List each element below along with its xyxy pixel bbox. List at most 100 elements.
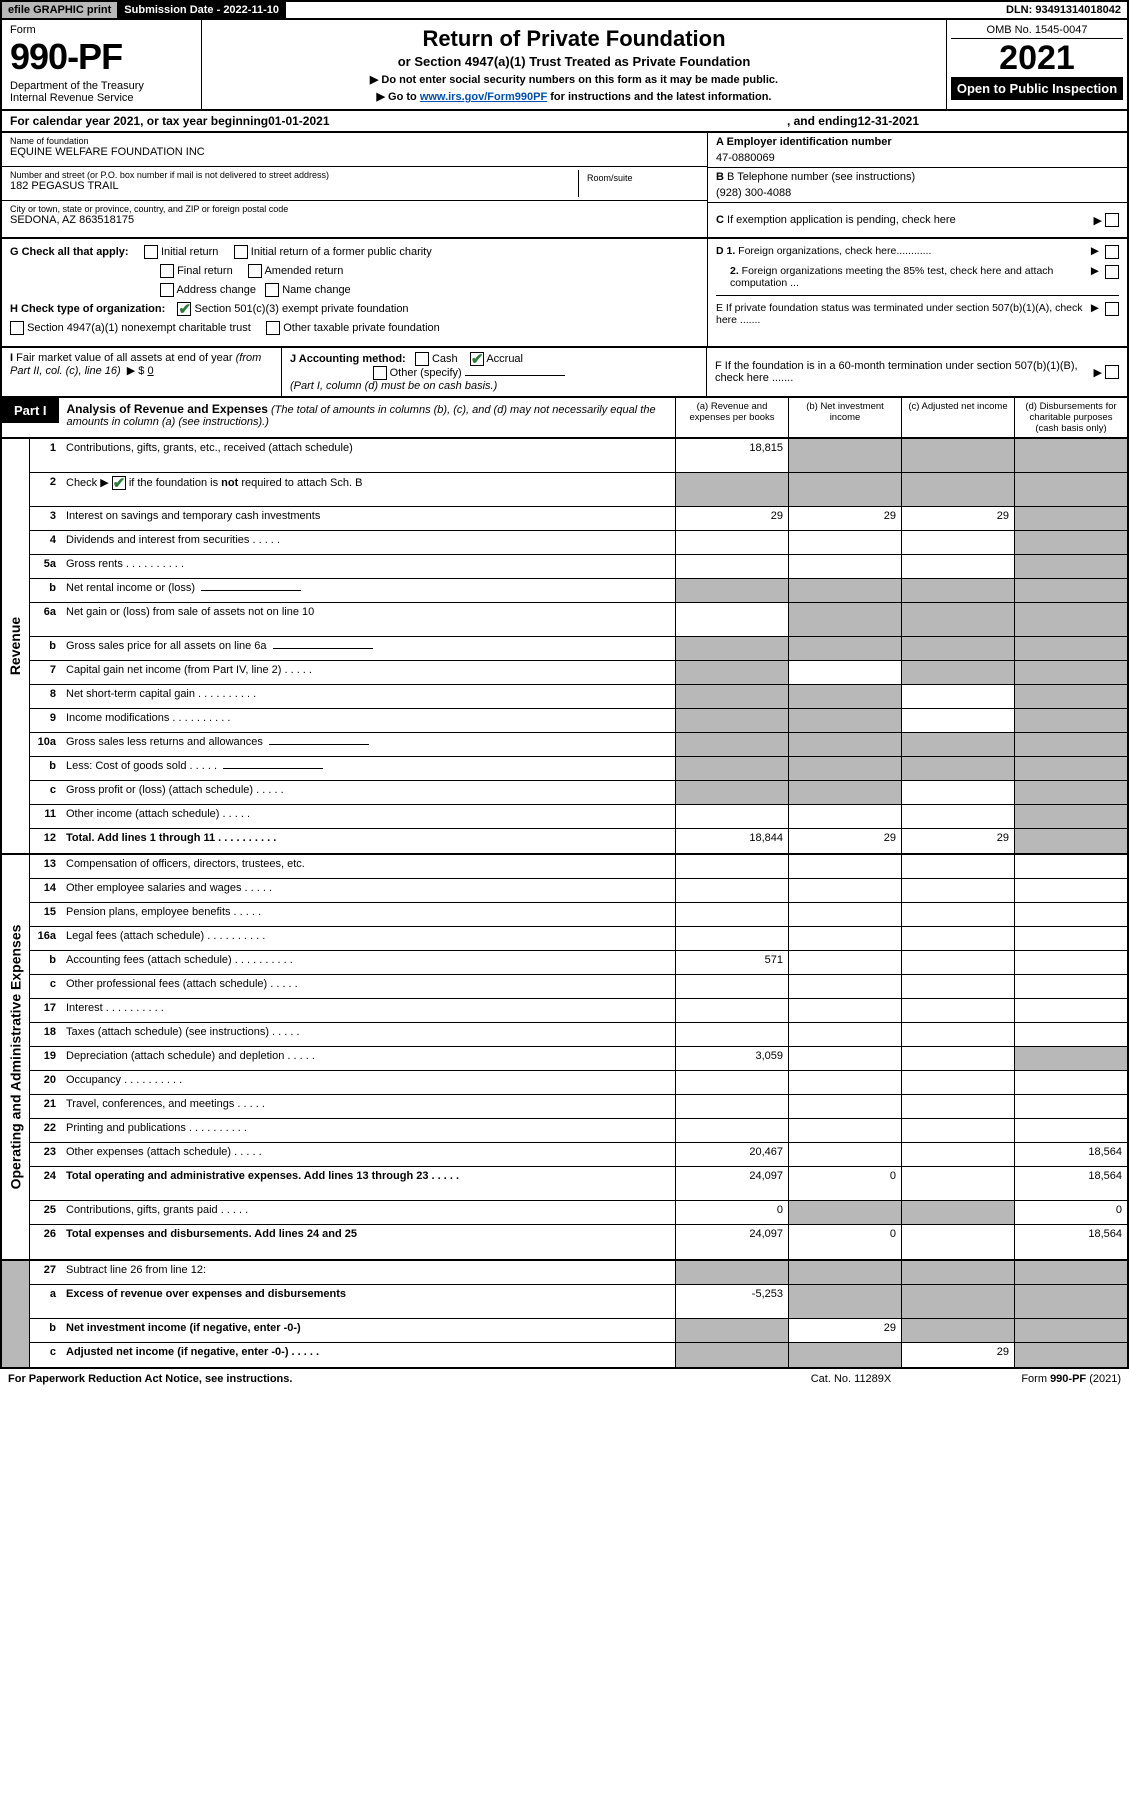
col-c-value	[901, 439, 1014, 472]
title-block: Return of Private Foundation or Section …	[202, 20, 947, 109]
line-number: 2	[30, 473, 62, 506]
4947a1-checkbox[interactable]	[10, 321, 24, 335]
line-4: 4Dividends and interest from securities …	[30, 531, 1127, 555]
part-1-tag: Part I	[2, 398, 59, 423]
line-number: 5a	[30, 555, 62, 578]
col-b-value	[788, 439, 901, 472]
col-a-value	[675, 531, 788, 554]
col-a-value	[675, 1319, 788, 1342]
line-2: 2Check ▶ if the foundation is not requir…	[30, 473, 1127, 507]
col-d-value	[1014, 1047, 1127, 1070]
room-label: Room/suite	[587, 173, 691, 183]
col-c-value: 29	[901, 507, 1014, 530]
line-number: b	[30, 579, 62, 602]
col-b-header: (b) Net investment income	[788, 398, 901, 437]
line-5a: 5aGross rents . . . . . . . . . .	[30, 555, 1127, 579]
col-a-value	[675, 1023, 788, 1046]
col-d-value	[1014, 661, 1127, 684]
col-c-value	[901, 1143, 1014, 1166]
name-label: Name of foundation	[10, 136, 699, 146]
col-b-value	[788, 781, 901, 804]
col-c-value	[901, 1319, 1014, 1342]
col-b-value: 29	[788, 507, 901, 530]
efile-print-button[interactable]: efile GRAPHIC print	[2, 2, 118, 18]
col-c-value	[901, 531, 1014, 554]
initial-former-checkbox[interactable]	[234, 245, 248, 259]
line-c: cAdjusted net income (if negative, enter…	[30, 1343, 1127, 1367]
col-d-value	[1014, 1343, 1127, 1367]
accrual-checkbox[interactable]	[470, 352, 484, 366]
col-a-value	[675, 685, 788, 708]
line-description: Net investment income (if negative, ente…	[62, 1319, 675, 1342]
address-change-checkbox[interactable]	[160, 283, 174, 297]
line-number: 20	[30, 1071, 62, 1094]
col-b-value: 0	[788, 1225, 901, 1259]
other-method-checkbox[interactable]	[373, 366, 387, 380]
schb-checkbox[interactable]	[112, 476, 126, 490]
line-description: Legal fees (attach schedule) . . . . . .…	[62, 927, 675, 950]
line-number: 3	[30, 507, 62, 530]
col-d-value	[1014, 579, 1127, 602]
col-d-value	[1014, 439, 1127, 472]
line-number: 13	[30, 855, 62, 878]
line-25: 25Contributions, gifts, grants paid . . …	[30, 1201, 1127, 1225]
col-a-value	[675, 855, 788, 878]
col-c-value	[901, 685, 1014, 708]
line-description: Excess of revenue over expenses and disb…	[62, 1285, 675, 1318]
f-checkbox[interactable]	[1105, 365, 1119, 379]
col-a-value	[675, 879, 788, 902]
line-number: 7	[30, 661, 62, 684]
col-d-value	[1014, 1261, 1127, 1284]
col-a-value: 18,815	[675, 439, 788, 472]
col-c-value	[901, 879, 1014, 902]
col-b-value	[788, 757, 901, 780]
line-number: b	[30, 1319, 62, 1342]
col-b-value	[788, 579, 901, 602]
exemption-pending-checkbox[interactable]	[1105, 213, 1119, 227]
tax-year: 2021	[951, 39, 1123, 77]
d2-checkbox[interactable]	[1105, 265, 1119, 279]
col-b-value	[788, 1071, 901, 1094]
line-9: 9Income modifications . . . . . . . . . …	[30, 709, 1127, 733]
initial-return-checkbox[interactable]	[144, 245, 158, 259]
col-d-value	[1014, 879, 1127, 902]
column-headers: (a) Revenue and expenses per books (b) N…	[675, 398, 1127, 437]
line-number: 14	[30, 879, 62, 902]
other-taxable-checkbox[interactable]	[266, 321, 280, 335]
col-d-value	[1014, 637, 1127, 660]
col-c-value	[901, 951, 1014, 974]
line-description: Occupancy . . . . . . . . . .	[62, 1071, 675, 1094]
line-description: Compensation of officers, directors, tru…	[62, 855, 675, 878]
col-a-value	[675, 1261, 788, 1284]
e-checkbox[interactable]	[1105, 302, 1119, 316]
line-c: cOther professional fees (attach schedul…	[30, 975, 1127, 999]
name-change-checkbox[interactable]	[265, 283, 279, 297]
col-a-value: 18,844	[675, 829, 788, 853]
col-d-value	[1014, 531, 1127, 554]
irs-link[interactable]: www.irs.gov/Form990PF	[420, 91, 547, 103]
line-description: Gross sales less returns and allowances	[62, 733, 675, 756]
col-b-value	[788, 473, 901, 506]
col-d-value: 18,564	[1014, 1225, 1127, 1259]
line-description: Net gain or (loss) from sale of assets n…	[62, 603, 675, 636]
col-c-header: (c) Adjusted net income	[901, 398, 1014, 437]
line-description: Pension plans, employee benefits . . . .…	[62, 903, 675, 926]
line-b: bLess: Cost of goods sold . . . . .	[30, 757, 1127, 781]
501c3-checkbox[interactable]	[177, 302, 191, 316]
amended-return-checkbox[interactable]	[248, 264, 262, 278]
col-a-value	[675, 781, 788, 804]
line-26: 26Total expenses and disbursements. Add …	[30, 1225, 1127, 1259]
final-return-checkbox[interactable]	[160, 264, 174, 278]
col-a-header: (a) Revenue and expenses per books	[675, 398, 788, 437]
col-a-value	[675, 473, 788, 506]
col-c-value	[901, 603, 1014, 636]
col-d-value: 18,564	[1014, 1143, 1127, 1166]
omb-number: OMB No. 1545-0047	[951, 24, 1123, 39]
d1-checkbox[interactable]	[1105, 245, 1119, 259]
cash-checkbox[interactable]	[415, 352, 429, 366]
col-a-value	[675, 709, 788, 732]
line-13: 13Compensation of officers, directors, t…	[30, 855, 1127, 879]
col-c-value	[901, 999, 1014, 1022]
line-description: Other employee salaries and wages . . . …	[62, 879, 675, 902]
col-a-value	[675, 603, 788, 636]
